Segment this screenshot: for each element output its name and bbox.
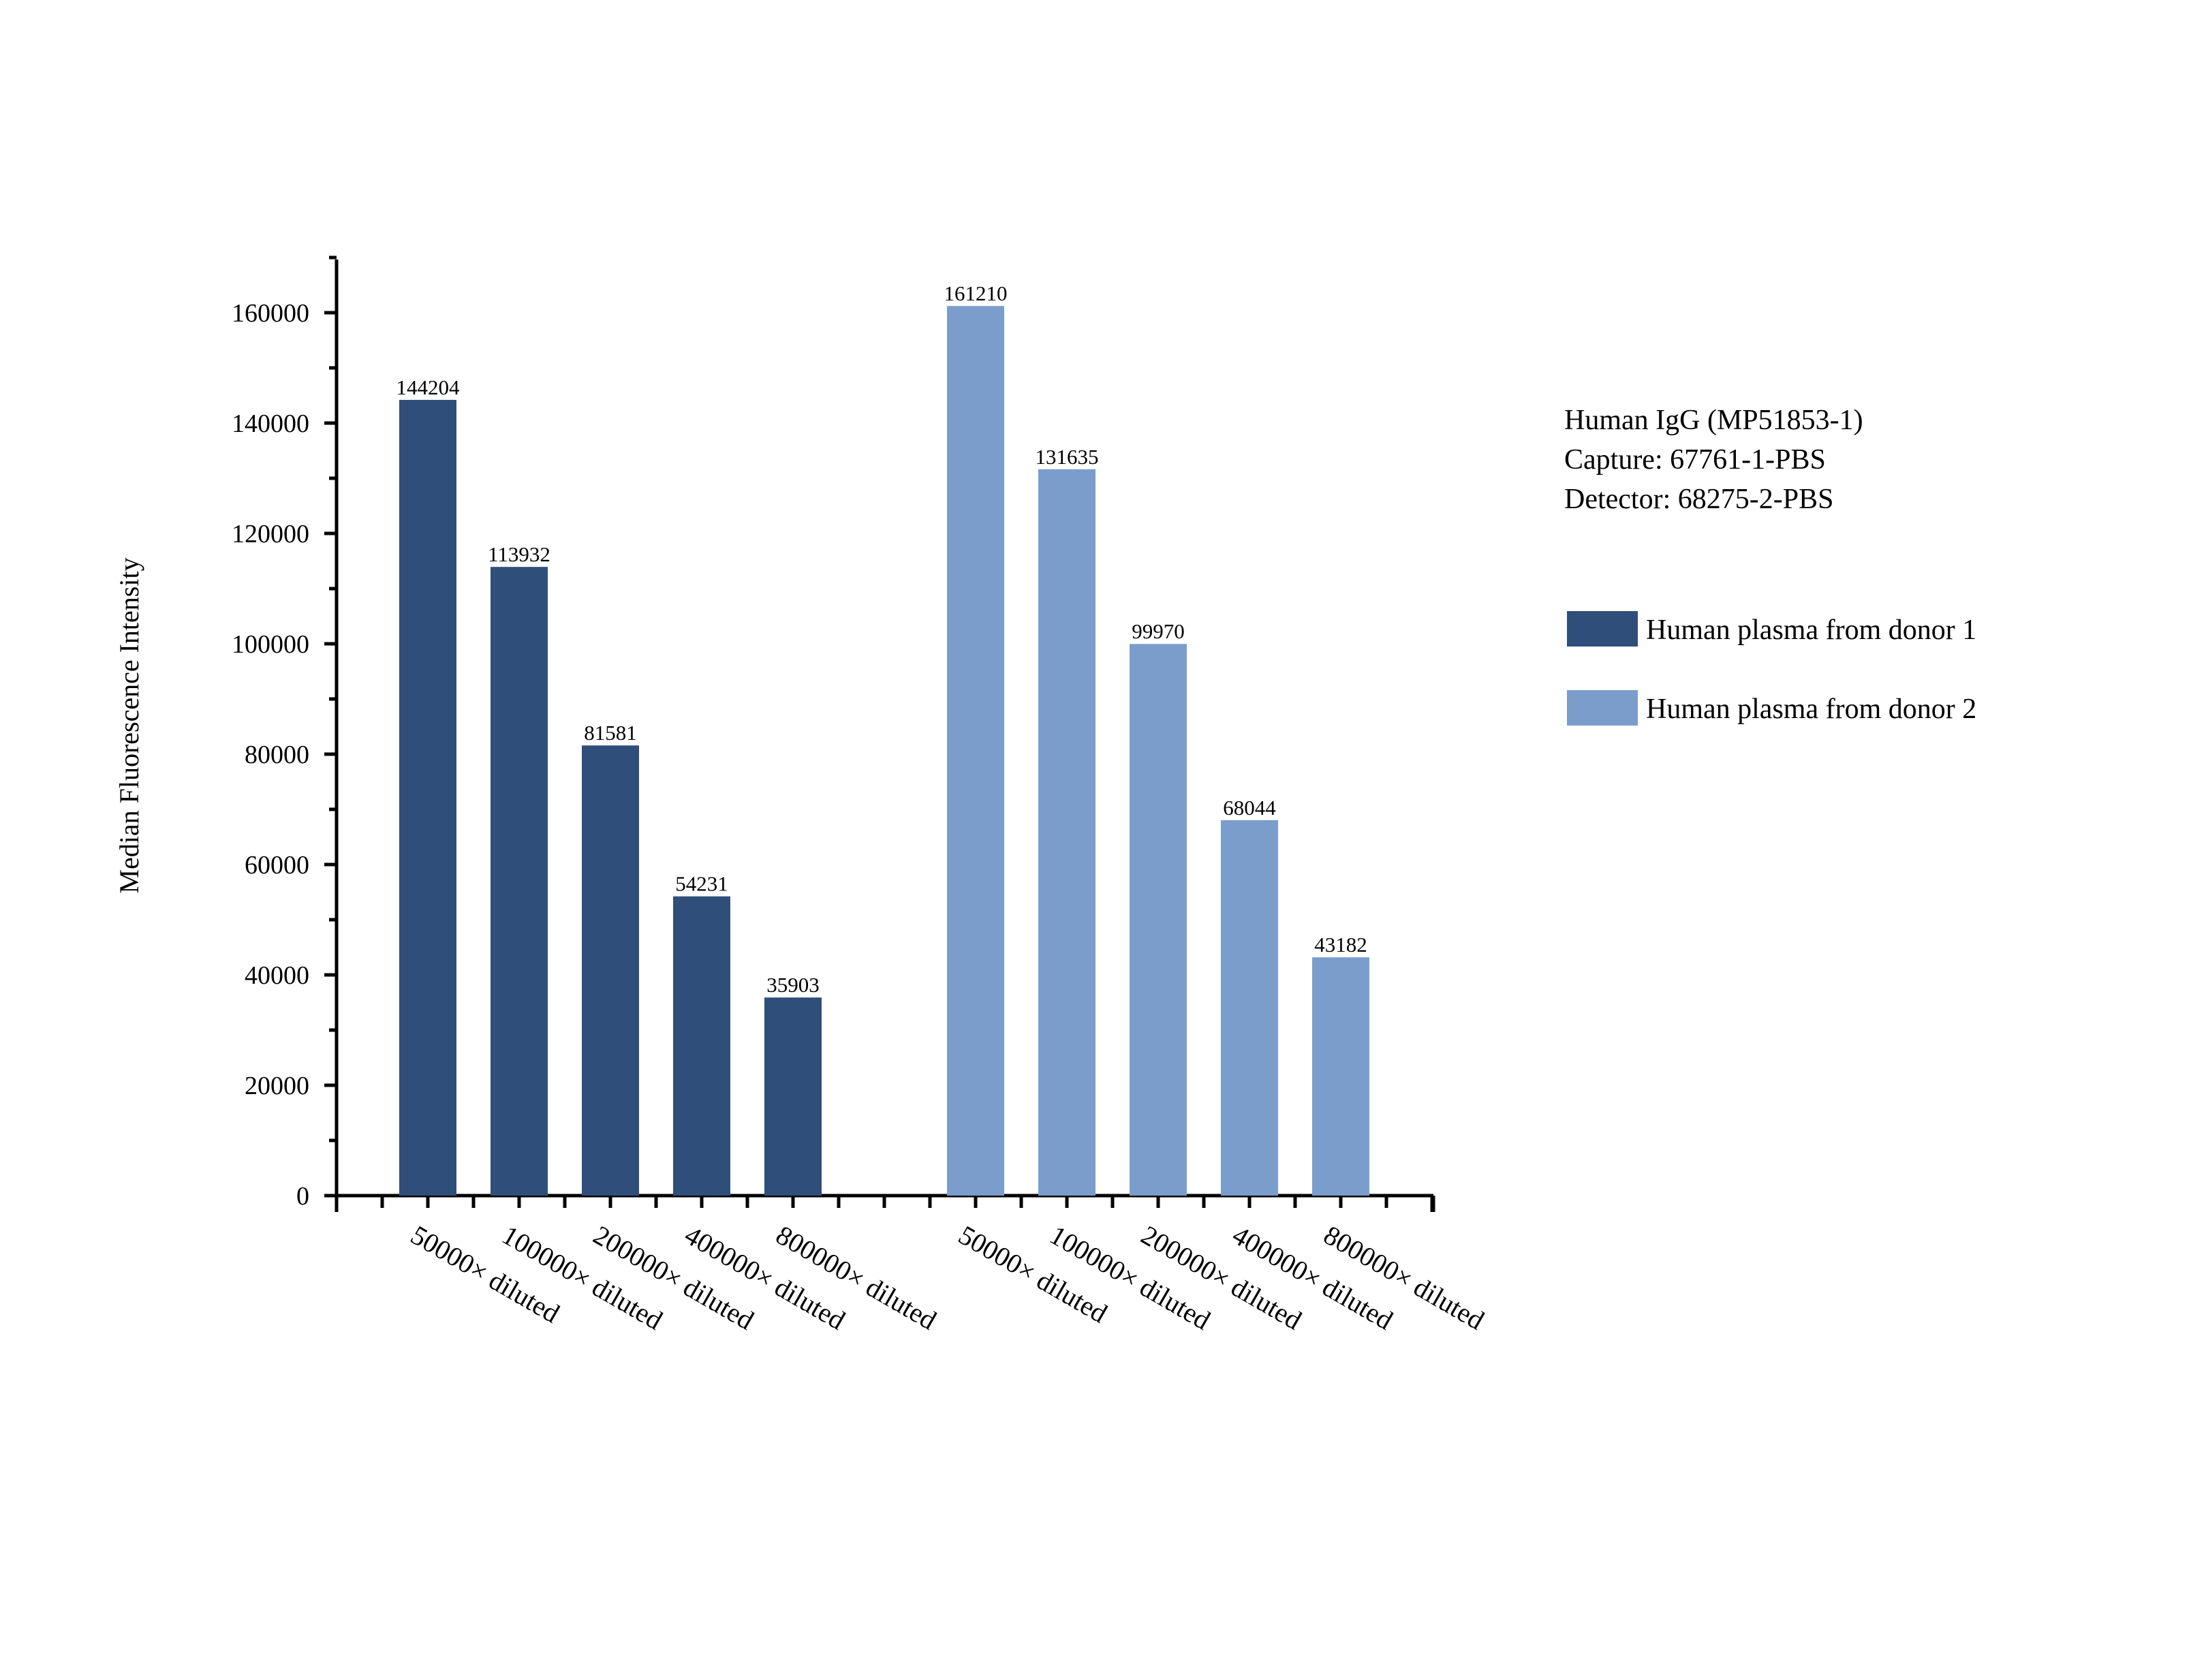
bars	[399, 306, 1369, 1196]
legend: Human plasma from donor 1 Human plasma f…	[1567, 611, 1976, 726]
data-label: 81581	[584, 721, 637, 745]
y-tick-label: 140000	[232, 409, 309, 438]
data-label: 43182	[1314, 933, 1367, 956]
bar-donor-1-3	[582, 745, 639, 1196]
annotation-line-1: Human IgG (MP51853-1)	[1564, 405, 1863, 436]
data-label: 68044	[1223, 796, 1276, 820]
bar-donor-1-4	[673, 896, 730, 1196]
y-axis: 0 20000 40000 60000 80000 100000 120000 140000 1…	[232, 255, 339, 1211]
y-tick-label: 160000	[232, 299, 309, 328]
annotation-line-2: Capture: 67761-1-PBS	[1564, 444, 1826, 476]
data-label: 161210	[944, 281, 1008, 305]
y-tick-label: 0	[296, 1182, 309, 1211]
legend-label-donor-2: Human plasma from donor 2	[1646, 694, 1976, 725]
y-tick-label: 40000	[245, 961, 309, 990]
bar-donor-2-4	[1221, 820, 1278, 1196]
y-tick-label: 60000	[245, 851, 309, 880]
annotation-line-3: Detector: 68275-2-PBS	[1564, 484, 1833, 515]
bar-donor-2-1	[947, 306, 1004, 1196]
bar-donor-2-3	[1130, 644, 1187, 1196]
y-tick-label: 20000	[245, 1072, 309, 1100]
data-labels: 144204 113932 81581 54231 35903 161210 131635 9…	[397, 281, 1367, 997]
legend-swatch-donor-2	[1567, 690, 1638, 726]
data-label: 131635	[1036, 445, 1099, 469]
y-tick-label: 100000	[232, 630, 309, 659]
annotation-block: Human IgG (MP51853-1) Capture: 67761-1-P…	[1564, 405, 1863, 515]
legend-swatch-donor-1	[1567, 611, 1638, 647]
bar-donor-1-5	[764, 997, 822, 1196]
y-tick-label: 120000	[232, 520, 309, 548]
bar-donor-2-5	[1312, 957, 1369, 1196]
bar-donor-1-1	[399, 399, 456, 1196]
bar-donor-1-2	[491, 567, 548, 1196]
data-label: 113932	[488, 542, 550, 566]
legend-label-donor-1: Human plasma from donor 1	[1646, 615, 1976, 646]
y-axis-title: Median Fluorescence Intensity	[114, 557, 144, 893]
y-tick-label: 80000	[245, 741, 309, 769]
bar-donor-2-2	[1038, 469, 1096, 1196]
data-label: 54231	[675, 872, 728, 896]
data-label: 35903	[766, 973, 820, 997]
data-label: 144204	[397, 375, 461, 399]
data-label: 99970	[1132, 619, 1185, 643]
